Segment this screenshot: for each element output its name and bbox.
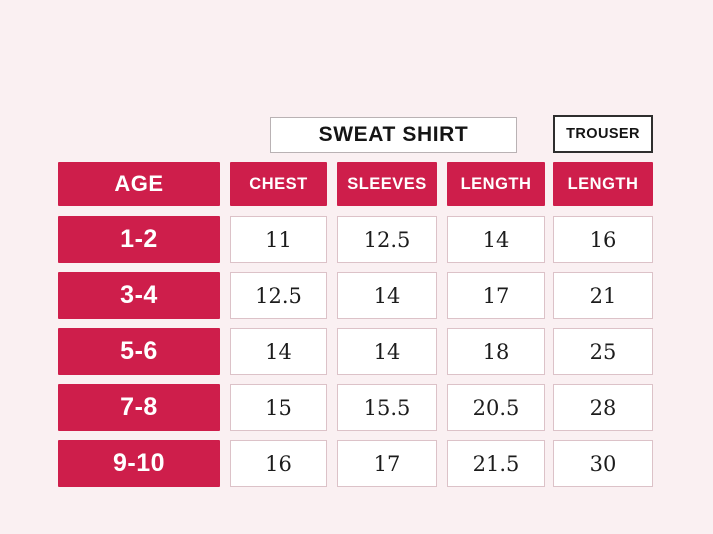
- size-cell: 25: [553, 328, 653, 375]
- size-cell: 30: [553, 440, 653, 487]
- size-cell: 14: [337, 272, 437, 319]
- age-cell: 1-2: [58, 216, 220, 263]
- age-cell: 5-6: [58, 328, 220, 375]
- size-cell: 16: [553, 216, 653, 263]
- chest-column-header: CHEST: [230, 162, 327, 206]
- age-cell: 9-10: [58, 440, 220, 487]
- size-cell: 14: [337, 328, 437, 375]
- sleeves-column-header: SLEEVES: [337, 162, 437, 206]
- age-cell: 3-4: [58, 272, 220, 319]
- size-cell: 15.5: [337, 384, 437, 431]
- size-cell: 17: [447, 272, 545, 319]
- size-cell: 12.5: [230, 272, 327, 319]
- size-cell: 21.5: [447, 440, 545, 487]
- sweatshirt-section-label: SWEAT SHIRT: [270, 117, 517, 153]
- size-cell: 16: [230, 440, 327, 487]
- size-cell: 20.5: [447, 384, 545, 431]
- age-column-header: AGE: [58, 162, 220, 206]
- size-cell: 12.5: [337, 216, 437, 263]
- size-cell: 14: [230, 328, 327, 375]
- length-column-header-trouser: LENGTH: [553, 162, 653, 206]
- age-cell: 7-8: [58, 384, 220, 431]
- size-cell: 18: [447, 328, 545, 375]
- size-cell: 28: [553, 384, 653, 431]
- size-cell: 17: [337, 440, 437, 487]
- size-cell: 15: [230, 384, 327, 431]
- size-cell: 14: [447, 216, 545, 263]
- size-cell: 21: [553, 272, 653, 319]
- trouser-section-label: TROUSER: [553, 115, 653, 153]
- length-column-header-sweatshirt: LENGTH: [447, 162, 545, 206]
- size-cell: 11: [230, 216, 327, 263]
